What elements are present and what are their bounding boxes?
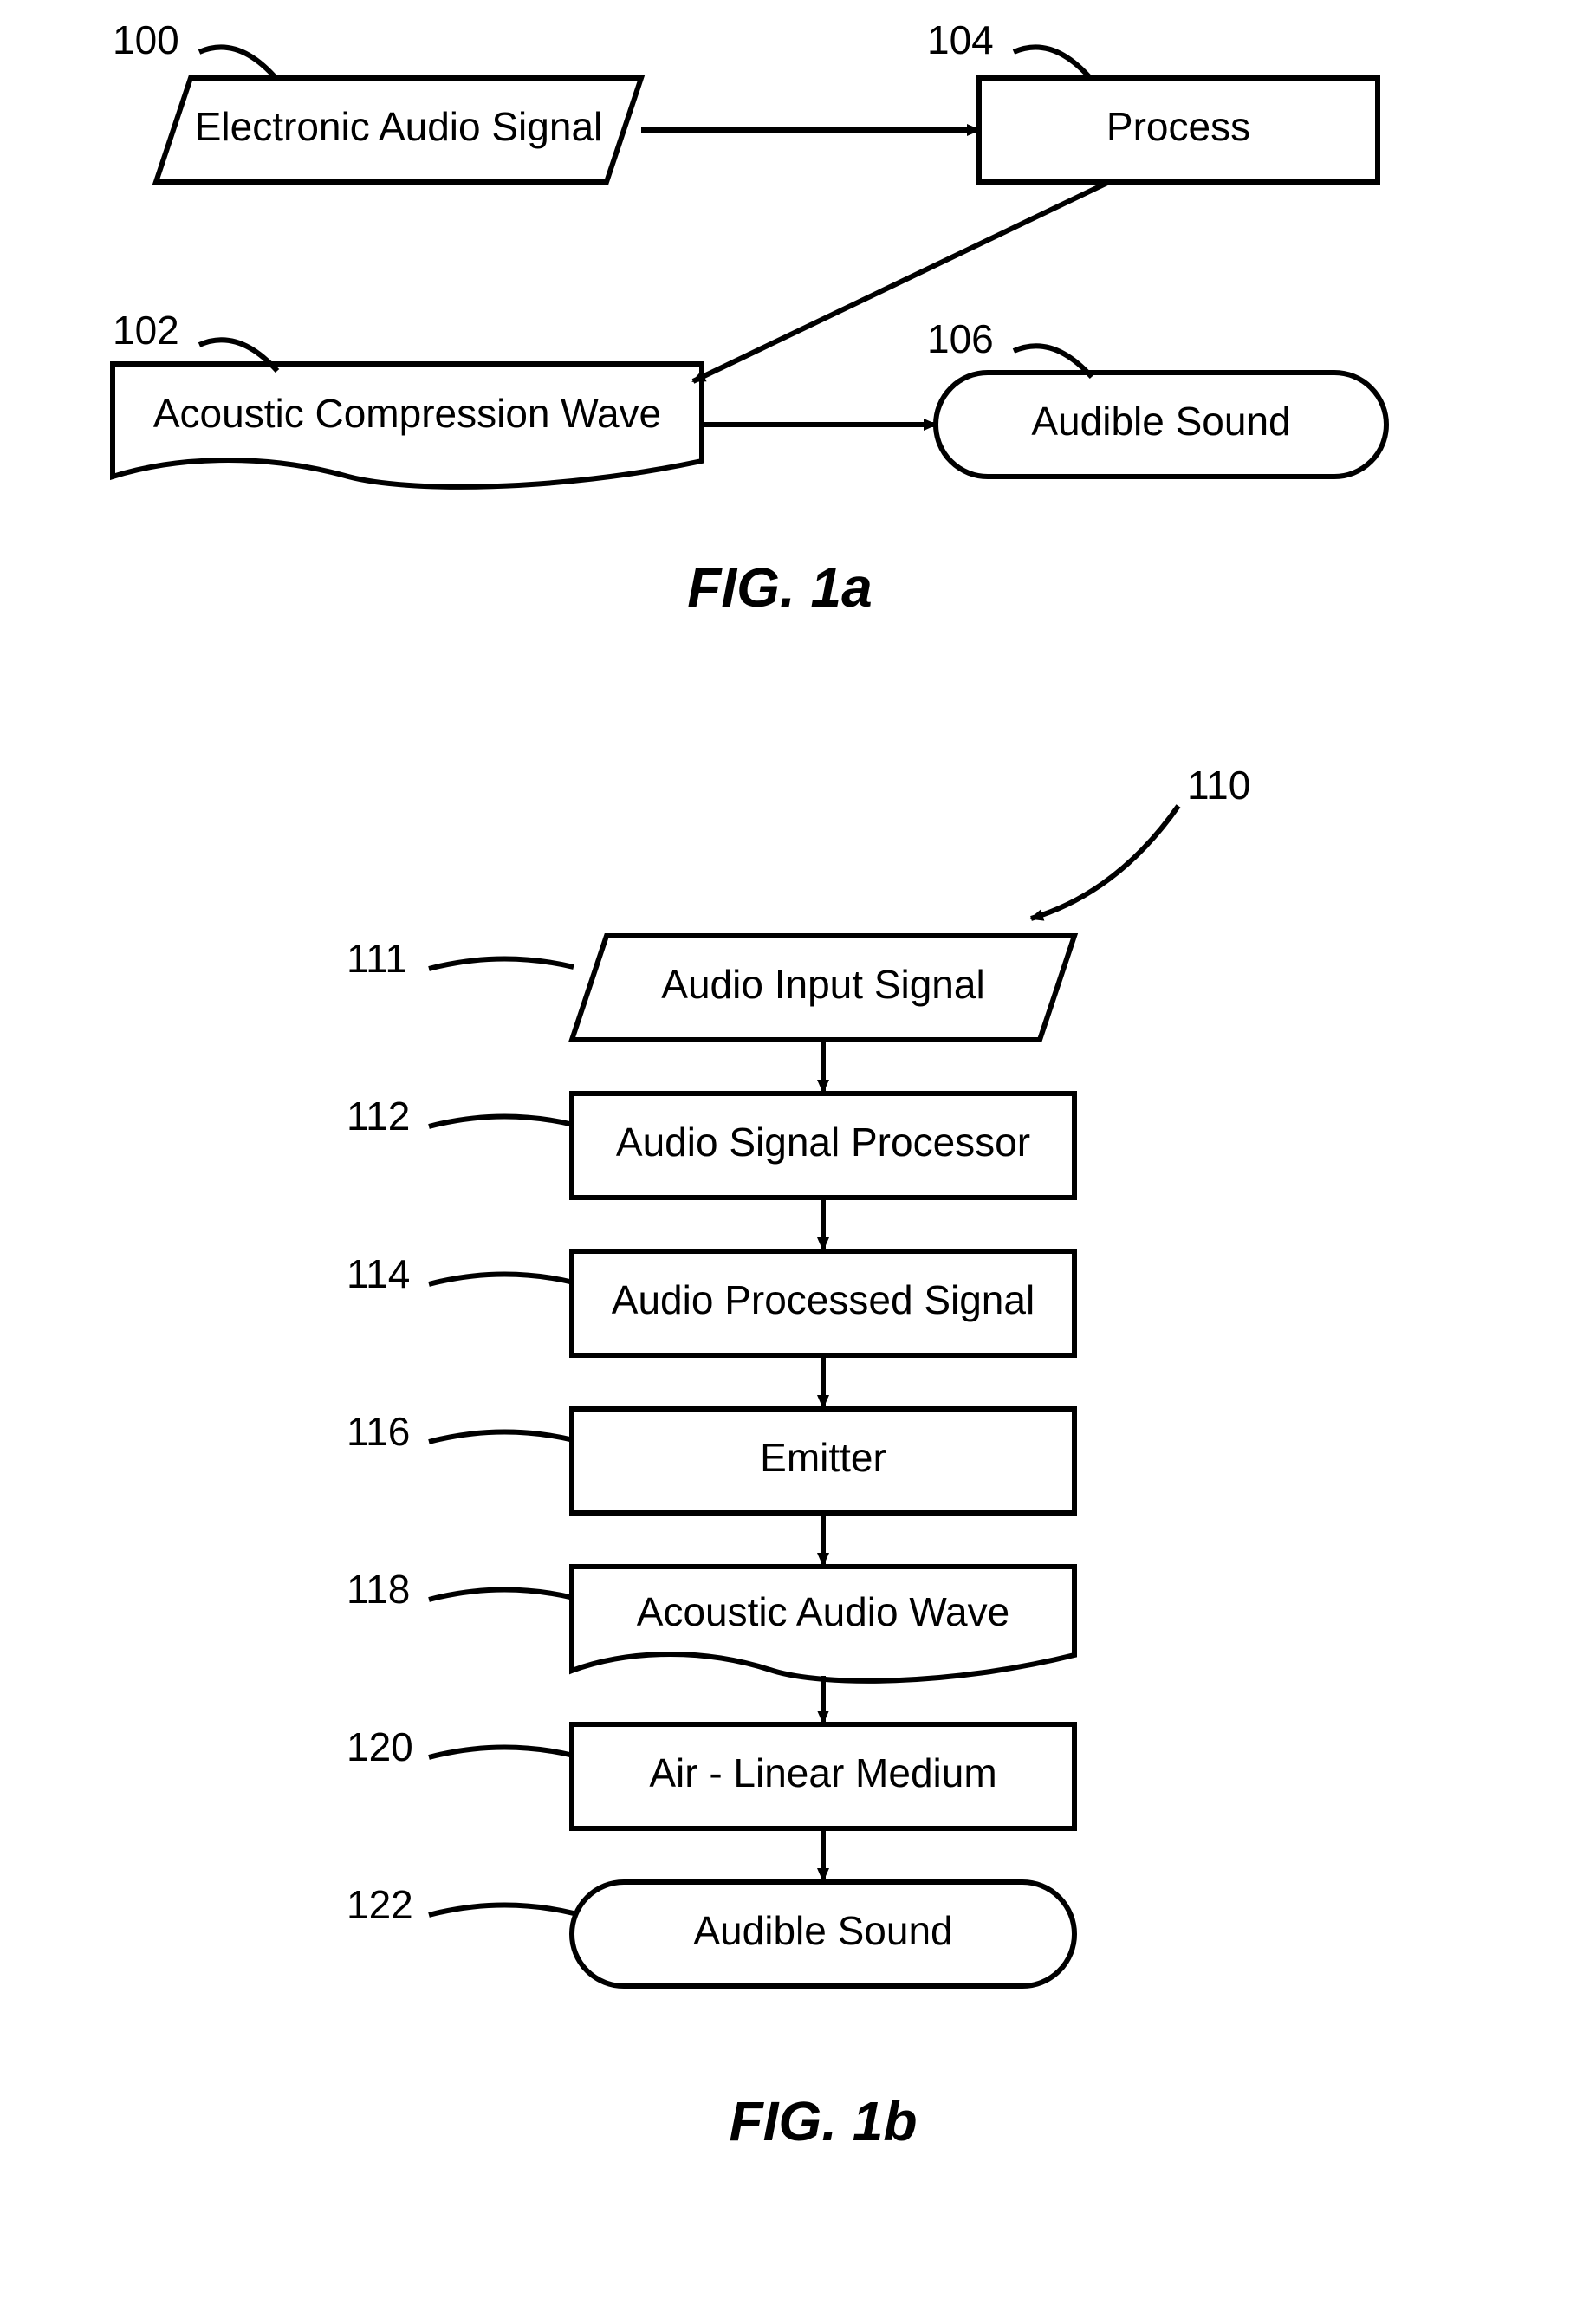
fig1b-n2-lead (429, 1274, 574, 1284)
fig1a-n106-ref: 106 (927, 316, 994, 361)
fig1a-n102-ref: 102 (113, 308, 179, 353)
fig1a-n106-label: Audible Sound (1031, 399, 1290, 444)
fig1a-n100-label: Electronic Audio Signal (195, 104, 603, 149)
fig1b-n5-label: Air - Linear Medium (649, 1750, 996, 1795)
fig1b-n6-lead (429, 1905, 574, 1915)
fig1b-n4-label: Acoustic Audio Wave (637, 1589, 1009, 1634)
fig1b-title: FIG. 1b (730, 2090, 918, 2152)
fig1b-ref-110: 110 (1187, 763, 1250, 808)
fig1b-n2-label: Audio Processed Signal (612, 1277, 1035, 1322)
fig1a-n104-label: Process (1106, 104, 1250, 149)
fig1b-n0-ref: 111 (347, 936, 407, 981)
fig1b-n1-ref: 112 (347, 1094, 410, 1139)
fig1a-n102-label: Acoustic Compression Wave (153, 391, 661, 436)
fig1b-n3-ref: 116 (347, 1409, 410, 1454)
fig1b-n4-ref: 118 (347, 1567, 410, 1612)
fig1b-n5-ref: 120 (347, 1724, 413, 1769)
fig1a-title: FIG. 1a (687, 556, 872, 619)
fig1b-n3-label: Emitter (760, 1435, 886, 1480)
fig1b-n4-lead (429, 1589, 574, 1600)
fig1a-n100-lead (199, 47, 277, 80)
fig1a-n100-ref: 100 (113, 17, 179, 62)
fig1b-n1-lead (429, 1116, 574, 1126)
fig1b-n6-label: Audible Sound (693, 1908, 952, 1953)
fig1a-edge-1 (693, 182, 1109, 381)
fig1b-n2-ref: 114 (347, 1251, 410, 1296)
fig1b-n0-lead (429, 958, 574, 969)
fig1b-n6-ref: 122 (347, 1882, 413, 1927)
fig1b-n0-label: Audio Input Signal (661, 962, 984, 1007)
fig1b-pointer-110-arrow (1031, 806, 1178, 919)
fig1b-n5-lead (429, 1747, 574, 1757)
fig1a-n104-ref: 104 (927, 17, 994, 62)
fig1a-n104-lead (1014, 47, 1092, 80)
fig1b-n3-lead (429, 1431, 574, 1442)
fig1b-n1-label: Audio Signal Processor (616, 1120, 1030, 1165)
